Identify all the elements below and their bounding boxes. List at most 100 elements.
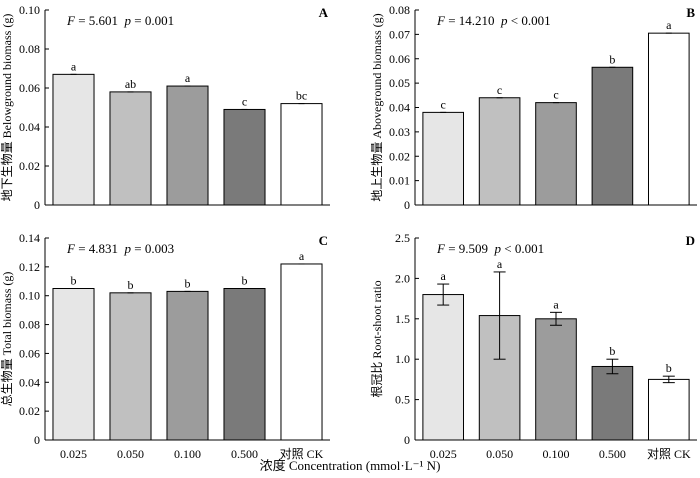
y-tick-label: 0.06	[389, 52, 410, 66]
y-tick-label: 2.0	[395, 271, 410, 285]
stat-annotation: F = 9.509 p < 0.001	[436, 241, 544, 256]
x-tick-label: 0.500	[231, 447, 258, 461]
y-tick-label: 0	[404, 198, 410, 212]
stat-p-eq: < 0.001	[501, 241, 544, 256]
significance-letter: c	[242, 94, 247, 108]
y-tick-label: 1.0	[395, 352, 410, 366]
bar-1	[422, 294, 465, 441]
significance-letter: bc	[296, 89, 307, 103]
y-axis-label: 地上生物量 Aboveground biomass (g)	[370, 13, 384, 201]
y-tick-label: 0.06	[19, 81, 40, 95]
y-tick-label: 0.05	[389, 76, 410, 90]
y-tick-label: 0	[34, 198, 40, 212]
stat-p-label: p	[494, 241, 502, 256]
x-tick-label: 0.050	[117, 447, 144, 461]
significance-letter: c	[553, 88, 558, 102]
significance-letter: c	[441, 97, 446, 111]
bar-3	[166, 290, 209, 441]
bar-5	[647, 378, 690, 441]
significance-letter: ab	[125, 77, 136, 91]
stat-p-label: p	[124, 241, 132, 256]
y-tick-label: 0.04	[19, 375, 40, 389]
significance-letter: b	[666, 361, 672, 375]
panel-label: D	[686, 233, 695, 248]
y-tick-label: 0.10	[19, 289, 40, 303]
y-tick-label: 0.02	[19, 404, 40, 418]
y-tick-label: 0.04	[389, 101, 410, 115]
y-axis-label: 总生物量 Total biomass (g)	[0, 272, 14, 407]
y-tick-label: 0	[404, 433, 410, 447]
y-tick-label: 0.12	[19, 260, 40, 274]
stat-stat-eq: = 14.210	[445, 13, 501, 28]
y-tick-label: 0.03	[389, 125, 410, 139]
y-tick-label: 0.01	[389, 174, 410, 188]
significance-letter: b	[609, 344, 615, 358]
stat-stat-label: F	[66, 13, 76, 28]
significance-letter: a	[553, 297, 559, 311]
stat-stat-label: F	[436, 13, 446, 28]
y-tick-label: 0.10	[19, 3, 40, 17]
x-tick-label: 0.100	[543, 447, 570, 461]
bar-5	[280, 103, 323, 206]
stat-annotation: F = 5.601 p = 0.001	[66, 13, 174, 28]
x-axis-label: 浓度 Concentration (mmol·L⁻¹ N)	[260, 458, 441, 473]
y-tick-label: 0.06	[19, 346, 40, 360]
x-tick-label: 对照 CK	[280, 447, 324, 461]
significance-letter: b	[185, 276, 191, 290]
stat-p-label: p	[124, 13, 132, 28]
stat-p-label: p	[500, 13, 508, 28]
stat-p-eq: < 0.001	[508, 13, 551, 28]
stat-stat-label: F	[66, 241, 76, 256]
y-tick-label: 0.08	[389, 3, 410, 17]
significance-letter: a	[299, 249, 305, 263]
stat-stat-eq: = 9.509	[445, 241, 495, 256]
stat-annotation: F = 4.831 p = 0.003	[66, 241, 174, 256]
y-tick-label: 0.14	[19, 231, 40, 245]
x-tick-label: 0.500	[599, 447, 626, 461]
stat-p-eq: = 0.003	[131, 241, 174, 256]
significance-letter: a	[666, 18, 672, 32]
bar-4	[223, 288, 266, 441]
significance-letter: a	[441, 269, 447, 283]
bar-5	[280, 263, 323, 441]
bar-3	[535, 102, 577, 206]
significance-letter: b	[242, 274, 248, 288]
y-axis-label: 根冠比 Root-shoot ratio	[370, 280, 384, 397]
significance-letter: b	[128, 278, 134, 292]
bar-4	[591, 365, 634, 441]
bar-1	[422, 111, 465, 206]
x-tick-label: 0.050	[486, 447, 513, 461]
y-tick-label: 0.08	[19, 318, 40, 332]
bar-3	[166, 85, 209, 206]
x-tick-label: 0.025	[60, 447, 87, 461]
stat-stat-eq: = 5.601	[75, 13, 125, 28]
stat-annotation: F = 14.210 p < 0.001	[436, 13, 551, 28]
stat-stat-eq: = 4.831	[75, 241, 125, 256]
bar-2	[478, 97, 521, 206]
panel-a: 0 0.02 0.04 0.06 0.08 0.10 地下生物量 Belowground b…	[0, 3, 330, 212]
bar-2	[109, 292, 152, 441]
y-tick-label: 0.04	[19, 120, 40, 134]
bar-4	[591, 66, 634, 206]
bar-2	[109, 91, 152, 206]
x-tick-label: 0.025	[430, 447, 457, 461]
bar-1	[52, 288, 95, 441]
y-tick-label: 0	[34, 433, 40, 447]
panel-b: 0 0.01 0.02 0.03 0.04 0.05 0.06 0.07 0.08 地上生物量 A…	[370, 3, 697, 212]
y-tick-label: 0.02	[19, 159, 40, 173]
stat-p-eq: = 0.001	[131, 13, 174, 28]
y-tick-label: 0.02	[389, 149, 410, 163]
significance-letter: a	[497, 257, 503, 271]
y-tick-label: 2.5	[395, 231, 410, 245]
bar-3	[535, 318, 577, 441]
y-tick-label: 0.5	[395, 393, 410, 407]
y-tick-label: 0.07	[389, 27, 410, 41]
panel-label: A	[319, 5, 329, 20]
bar-4	[223, 108, 266, 206]
panel-label: C	[319, 233, 328, 248]
x-tick-label: 0.100	[174, 447, 201, 461]
significance-letter: c	[497, 83, 502, 97]
significance-letter: b	[71, 274, 77, 288]
panel-label: B	[686, 5, 695, 20]
bar-5	[647, 32, 690, 206]
